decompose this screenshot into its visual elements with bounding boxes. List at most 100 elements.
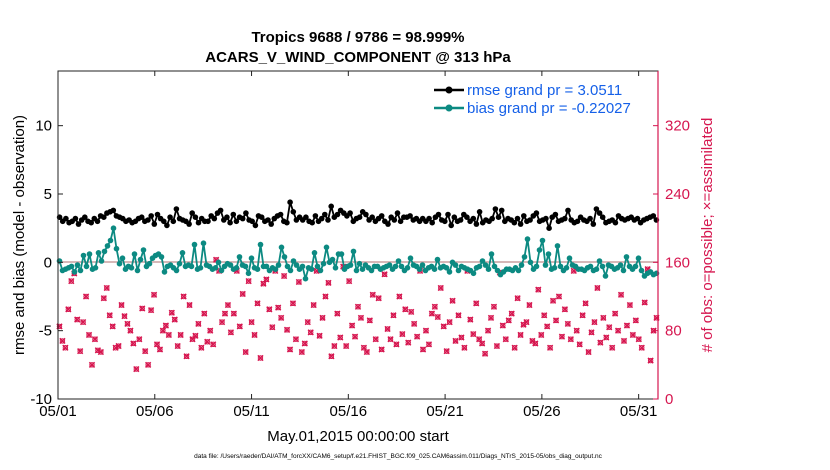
obs-count-marker [402, 306, 409, 313]
obs-count-marker [245, 277, 252, 285]
bias-point [215, 259, 222, 266]
bias-point [356, 260, 363, 267]
obs-count-marker [177, 331, 184, 339]
bias-point [542, 262, 549, 268]
obs-count-marker [419, 346, 427, 353]
rmse-point [205, 218, 211, 225]
obs-count-marker [452, 337, 459, 345]
rmse-point [587, 215, 593, 222]
bias-point [227, 262, 234, 268]
obs-count-marker [544, 323, 551, 330]
bias-point [116, 260, 123, 267]
obs-count-marker [283, 326, 291, 333]
bias-point [200, 240, 207, 246]
obs-count-marker [641, 299, 648, 306]
rmse-point [189, 210, 195, 216]
y-right-tick-label: 160 [665, 254, 690, 271]
obs-count-marker [153, 341, 161, 348]
obs-count-marker [428, 310, 436, 317]
rmse-point [195, 219, 202, 226]
obs-count-marker [511, 344, 518, 351]
bias-point [71, 269, 78, 275]
bias-point [302, 275, 309, 282]
obs-count-marker [481, 350, 489, 357]
obs-count-marker [396, 293, 403, 300]
bias-point [635, 255, 642, 261]
obs-count-marker [278, 314, 285, 321]
obs-count-marker [623, 322, 631, 329]
rmse-point [239, 215, 246, 222]
obs-count-marker [576, 341, 583, 348]
legend-bias-marker [445, 104, 453, 112]
rmse-point [451, 214, 458, 220]
bias-point [407, 255, 414, 261]
obs-count-marker [440, 323, 447, 330]
obs-count-marker [369, 291, 376, 298]
obs-count-marker [301, 340, 308, 347]
legend-rmse-label: rmse grand pr = 3.0511 [467, 82, 622, 99]
obs-count-marker [638, 344, 645, 351]
bias-point [242, 263, 249, 270]
obs-count-marker [257, 354, 264, 362]
bias-point [404, 265, 411, 271]
obs-count-marker [585, 348, 592, 356]
rmse-point [543, 215, 549, 222]
obs-count-marker [280, 272, 288, 280]
bias-point [527, 259, 534, 266]
obs-count-marker [387, 336, 394, 343]
rmse-point [599, 214, 606, 220]
obs-count-marker [85, 331, 93, 339]
rmse-point [356, 214, 363, 220]
rmse-point [492, 206, 499, 212]
x-tick-label: 05/26 [523, 403, 561, 420]
obs-count-marker [328, 353, 335, 360]
obs-count-marker [514, 295, 521, 302]
bias-point [188, 263, 195, 270]
bias-point [179, 250, 186, 256]
obs-count-marker [198, 344, 205, 351]
bias-point [518, 262, 525, 268]
y-right-tick-label: 320 [665, 118, 690, 135]
bias-point [218, 267, 225, 274]
rmse-point [385, 221, 391, 227]
bias-point [236, 254, 243, 260]
bias-point [293, 262, 300, 268]
bias-point [92, 265, 99, 271]
obs-count-marker [600, 314, 607, 321]
rmse-point [138, 214, 145, 220]
obs-count-marker [221, 310, 229, 317]
obs-count-marker [546, 344, 554, 351]
rmse-point [186, 221, 192, 227]
rmse-point [309, 219, 316, 226]
bias-point [563, 265, 570, 271]
rmse-point [287, 199, 293, 205]
obs-count-marker [490, 303, 498, 310]
bias-point [281, 254, 288, 260]
obs-count-marker [346, 277, 353, 285]
rmse-point [517, 221, 524, 227]
rmse-point [265, 217, 271, 223]
obs-count-marker [629, 331, 637, 339]
bias-point [443, 265, 450, 271]
bias-point [173, 267, 180, 274]
bias-point [596, 258, 603, 264]
obs-count-marker [230, 310, 237, 317]
rmse-point [252, 222, 259, 229]
bias-point [263, 263, 270, 270]
obs-count-marker [180, 293, 187, 300]
bias-point [68, 263, 75, 270]
rmse-point [224, 214, 230, 220]
rmse-point [369, 214, 376, 220]
obs-count-marker [337, 334, 344, 341]
obs-count-marker [77, 348, 84, 355]
rmse-point [391, 217, 398, 223]
rmse-point [88, 219, 94, 226]
obs-count-marker [458, 334, 465, 341]
obs-count-marker [467, 316, 474, 323]
obs-count-marker [446, 318, 453, 326]
bias-point [83, 263, 90, 270]
y-right-tick-label: 240 [665, 186, 690, 203]
obs-count-marker [461, 344, 468, 351]
bias-point [272, 266, 279, 273]
